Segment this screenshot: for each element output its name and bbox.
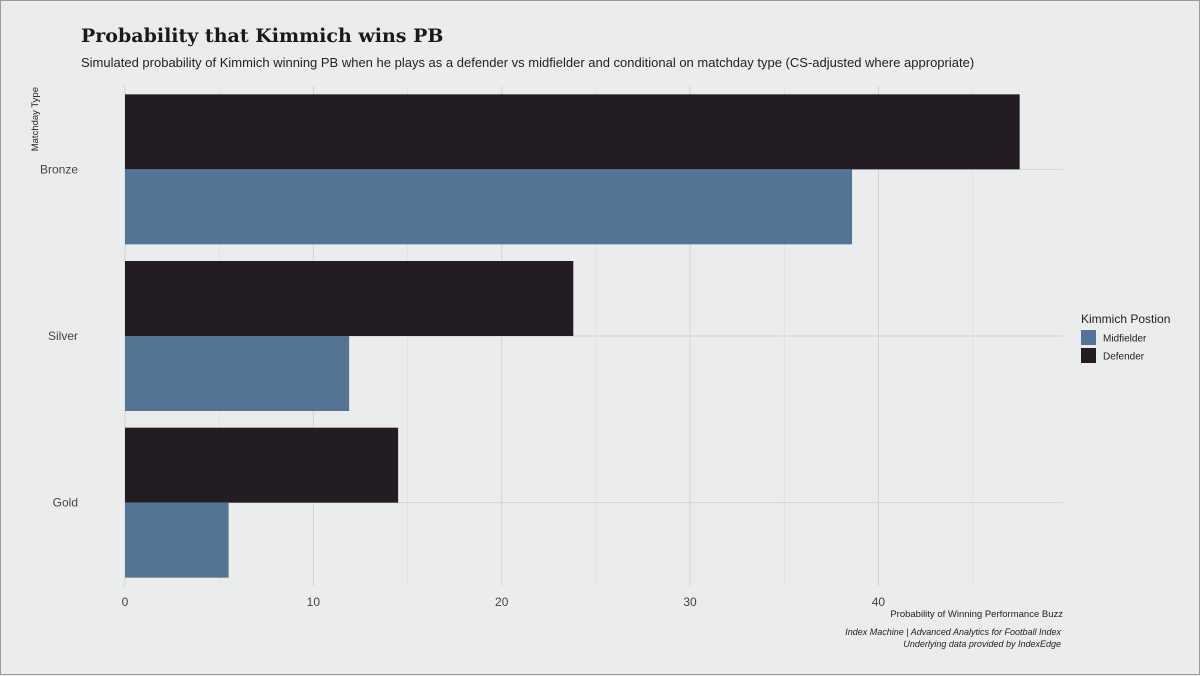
x-tick-label: 0 [122, 595, 129, 609]
y-tick-label: Silver [48, 329, 78, 343]
legend-swatch-midfielder [1081, 330, 1096, 345]
chart-subtitle: Simulated probability of Kimmich winning… [81, 55, 975, 70]
legend-label: Defender [1103, 352, 1145, 363]
bar-midfielder-bronze [125, 169, 853, 245]
x-axis-title: Probability of Winning Performance Buzz [890, 609, 1063, 620]
y-tick-label: Bronze [40, 162, 78, 176]
bar-midfielder-silver [125, 336, 350, 411]
y-axis-title: Matchday Type [30, 87, 41, 151]
chart-title: Probability that Kimmich wins PB [81, 25, 444, 47]
bar-defender-silver [125, 261, 574, 336]
caption-line-2: Underlying data provided by IndexEdge [903, 639, 1061, 649]
caption-line-1: Index Machine | Advanced Analytics for F… [845, 627, 1061, 637]
bar-defender-gold [125, 427, 399, 503]
bar-midfielder-gold [125, 502, 229, 578]
x-tick-label: 40 [872, 595, 886, 609]
legend-label: Midfielder [1103, 334, 1147, 345]
bar-defender-bronze [125, 94, 1020, 170]
x-tick-label: 20 [495, 595, 509, 609]
x-tick-label: 30 [683, 595, 697, 609]
legend-title: Kimmich Postion [1081, 312, 1170, 326]
y-tick-label: Gold [53, 496, 78, 510]
legend-swatch-defender [1081, 348, 1096, 363]
x-tick-label: 10 [307, 595, 321, 609]
